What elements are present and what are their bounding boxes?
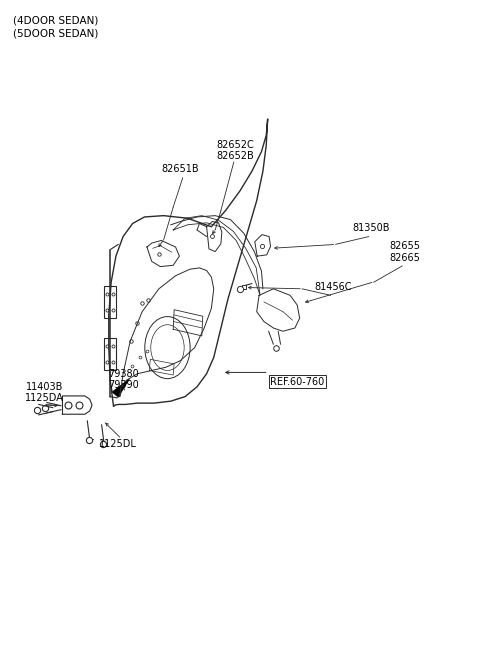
Text: (4DOOR SEDAN): (4DOOR SEDAN) — [13, 16, 99, 26]
Text: 82651B: 82651B — [162, 165, 199, 174]
Text: 82652C
82652B: 82652C 82652B — [216, 140, 254, 161]
Text: REF.60-760: REF.60-760 — [270, 377, 324, 386]
Text: 11403B
1125DA: 11403B 1125DA — [25, 382, 64, 403]
Polygon shape — [112, 379, 129, 398]
Text: (5DOOR SEDAN): (5DOOR SEDAN) — [13, 29, 99, 39]
Text: 82655
82665: 82655 82665 — [389, 241, 420, 262]
Text: 1125DL: 1125DL — [99, 439, 137, 449]
Text: 79380
79390: 79380 79390 — [108, 369, 138, 390]
Polygon shape — [104, 285, 116, 318]
Text: 81350B: 81350B — [352, 223, 390, 234]
Polygon shape — [104, 338, 116, 371]
Text: 81456C: 81456C — [314, 282, 352, 292]
